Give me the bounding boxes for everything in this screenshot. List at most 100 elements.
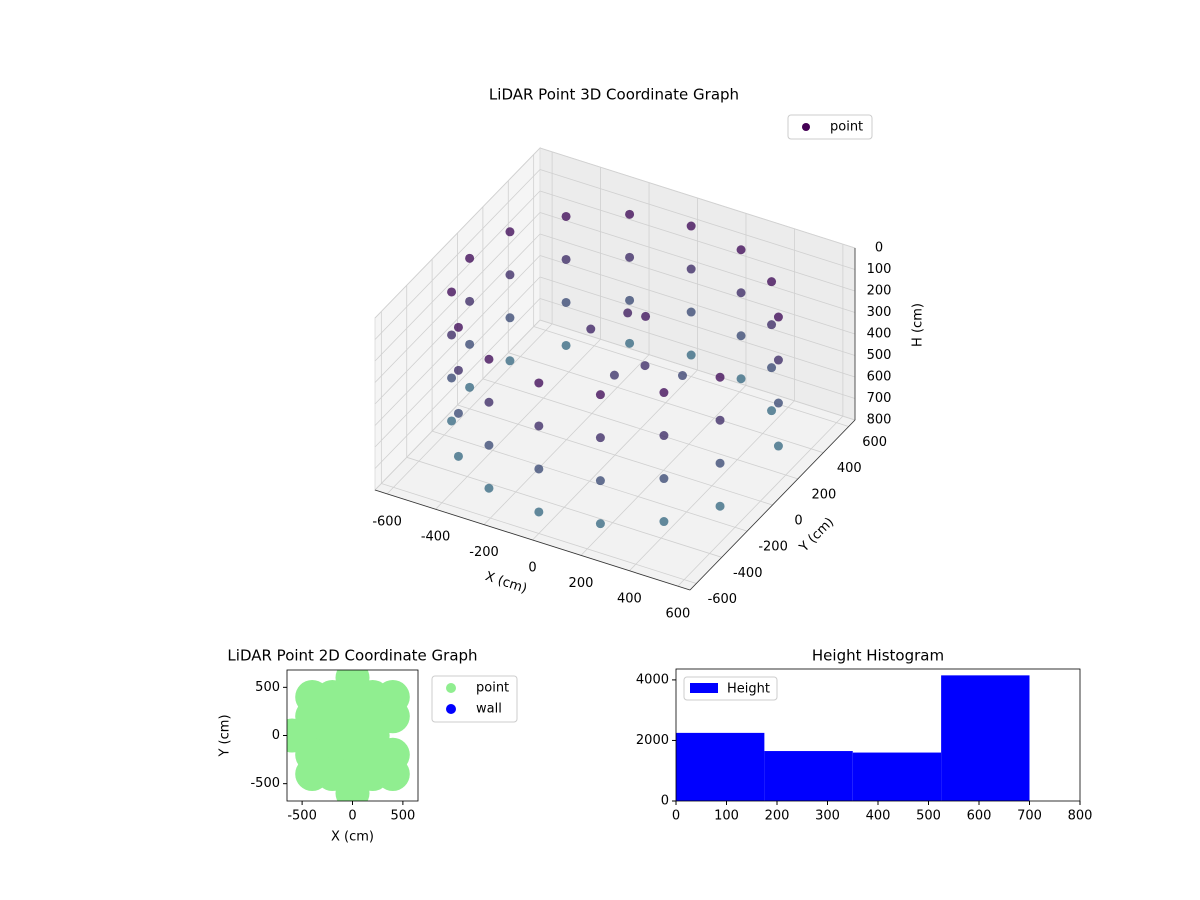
legend-label: wall <box>476 702 502 717</box>
point <box>505 270 515 280</box>
grid-line <box>539 212 856 313</box>
x-tick-label: -500 <box>287 809 317 824</box>
x-tick-label: 200 <box>569 576 594 591</box>
legend-label: point <box>830 120 863 135</box>
bar <box>676 732 765 801</box>
z-tick-label: 600 <box>867 370 892 385</box>
point <box>375 757 410 792</box>
point <box>465 382 475 392</box>
grid-line <box>381 483 697 584</box>
point <box>773 441 783 451</box>
x-tick-label: 400 <box>866 809 891 824</box>
axis-line <box>689 419 856 591</box>
x-tick-label: -600 <box>372 514 402 529</box>
y-tick-label: 0 <box>661 794 669 809</box>
y-tick-label: 400 <box>837 461 862 476</box>
point <box>686 221 696 231</box>
y-tick-label: -600 <box>708 592 738 607</box>
x-axis-label: X (cm) <box>483 569 529 597</box>
point <box>767 406 777 416</box>
point <box>447 416 457 426</box>
z-tick-label: 200 <box>867 284 892 299</box>
point <box>465 296 475 306</box>
z-tick-label: 400 <box>867 327 892 342</box>
x-tick-label: -200 <box>469 545 499 560</box>
x-tick-label: 700 <box>1017 809 1042 824</box>
point <box>686 307 696 317</box>
legend-marker <box>802 123 810 131</box>
point <box>625 209 635 219</box>
point <box>640 361 650 371</box>
point <box>715 372 725 382</box>
y-tick-label: 2000 <box>636 733 669 748</box>
grid-line <box>539 298 856 399</box>
grid-line <box>374 276 541 448</box>
z-tick-label: 700 <box>867 391 892 406</box>
y-axis-label: Y (cm) <box>218 714 233 757</box>
point <box>335 776 370 801</box>
y-tick-label: 200 <box>811 487 836 502</box>
point <box>767 277 777 287</box>
y-tick-label: 4000 <box>636 672 669 687</box>
point <box>484 354 494 364</box>
point <box>595 390 605 400</box>
z-axis-label: H (cm) <box>911 303 926 347</box>
point <box>453 322 463 332</box>
point <box>534 507 544 517</box>
point <box>447 330 457 340</box>
grid-line <box>539 319 856 421</box>
point <box>767 320 777 330</box>
point <box>641 311 651 321</box>
point <box>453 408 463 418</box>
point <box>484 440 494 450</box>
y-tick-label: 0 <box>794 514 802 529</box>
point <box>534 378 544 388</box>
point <box>453 451 463 461</box>
bar <box>852 752 942 801</box>
y-tick-label: 0 <box>272 728 280 743</box>
bar <box>764 751 853 801</box>
grid-line <box>539 255 856 356</box>
point <box>447 373 457 383</box>
axis-line <box>374 489 691 591</box>
point <box>595 519 605 529</box>
grid-line <box>539 276 856 378</box>
point <box>465 253 475 263</box>
point <box>736 374 746 384</box>
point <box>736 245 746 255</box>
grid-line <box>374 190 541 362</box>
grid-line <box>482 378 799 480</box>
point <box>609 370 619 380</box>
grid-line <box>508 352 824 454</box>
z-tick-label: 500 <box>867 348 892 363</box>
grid-line <box>539 190 856 292</box>
legend-label: point <box>476 681 509 696</box>
point <box>625 252 635 262</box>
point <box>505 313 515 323</box>
point <box>773 312 783 322</box>
x-tick-label: 600 <box>665 607 690 622</box>
y-tick-label: 500 <box>255 680 280 695</box>
grid-line <box>539 233 856 335</box>
x-tick-label: 400 <box>617 591 642 606</box>
y-tick-label: -400 <box>733 566 763 581</box>
point <box>453 365 463 375</box>
point <box>595 476 605 486</box>
x-tick-label: 100 <box>714 809 739 824</box>
z-tick-label: 0 <box>875 241 883 256</box>
point <box>586 324 596 334</box>
point <box>659 474 669 484</box>
point <box>561 211 571 221</box>
point <box>686 350 696 360</box>
grid-line <box>533 326 849 427</box>
point <box>447 287 457 297</box>
grid-line <box>374 212 541 383</box>
y-tick-label: 600 <box>862 435 887 450</box>
x-tick-label: 600 <box>967 809 992 824</box>
point <box>625 295 635 305</box>
x-tick-label: 0 <box>672 809 680 824</box>
legend-label: Height <box>727 682 770 697</box>
x-tick-label: 500 <box>390 809 415 824</box>
grid-line <box>374 255 541 426</box>
